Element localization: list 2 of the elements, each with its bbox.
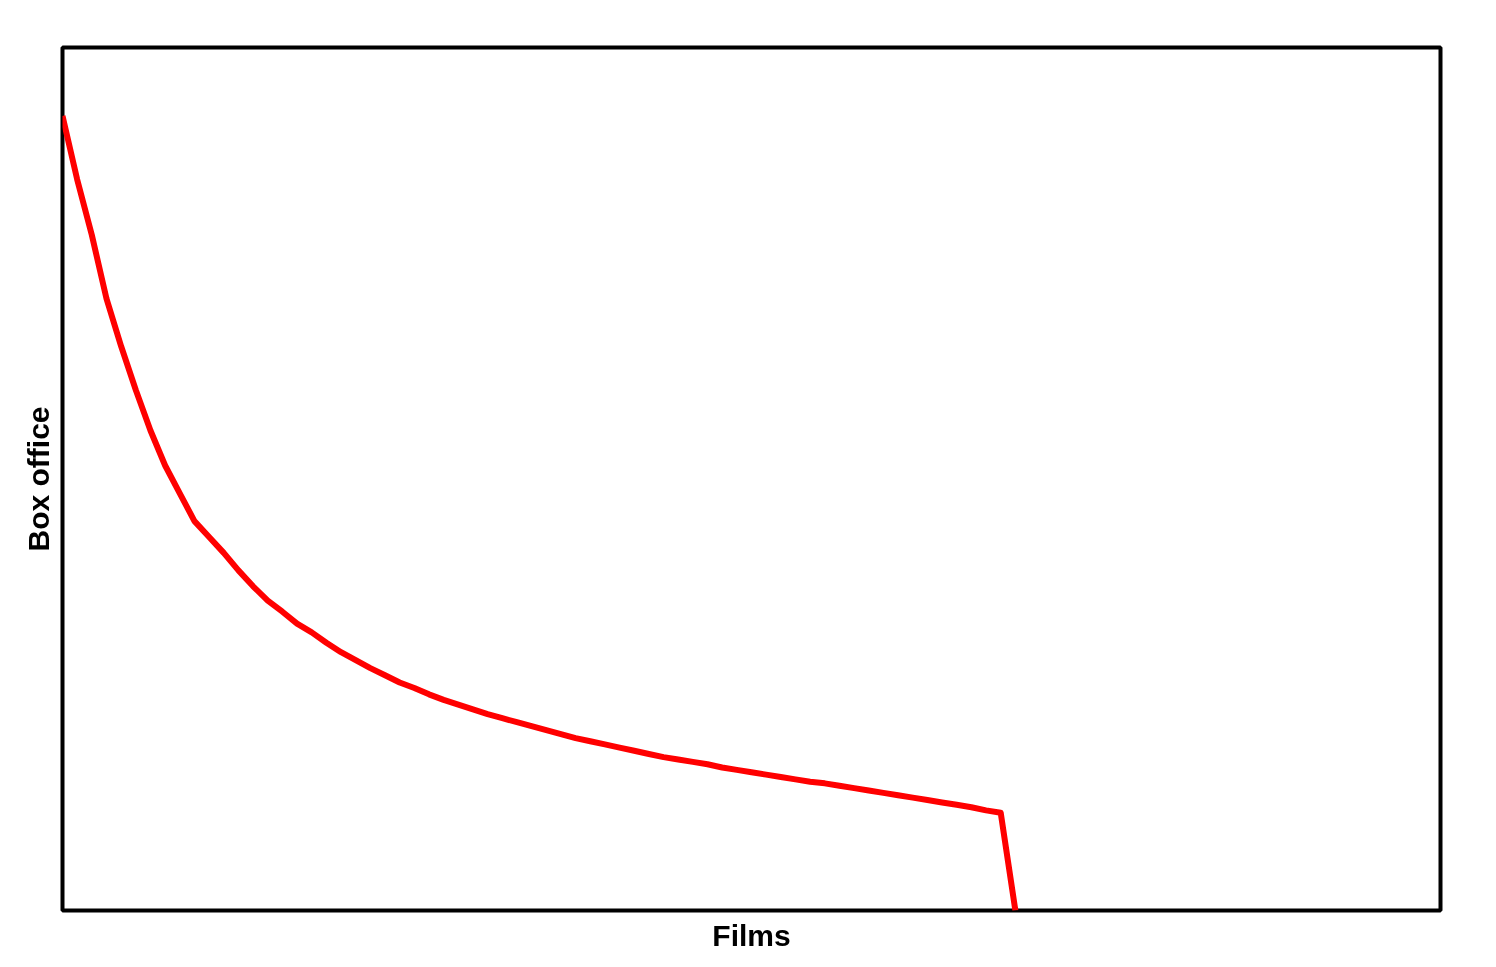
x-axis-title: Films	[712, 918, 791, 952]
y-axis-title: Box office	[21, 406, 55, 552]
